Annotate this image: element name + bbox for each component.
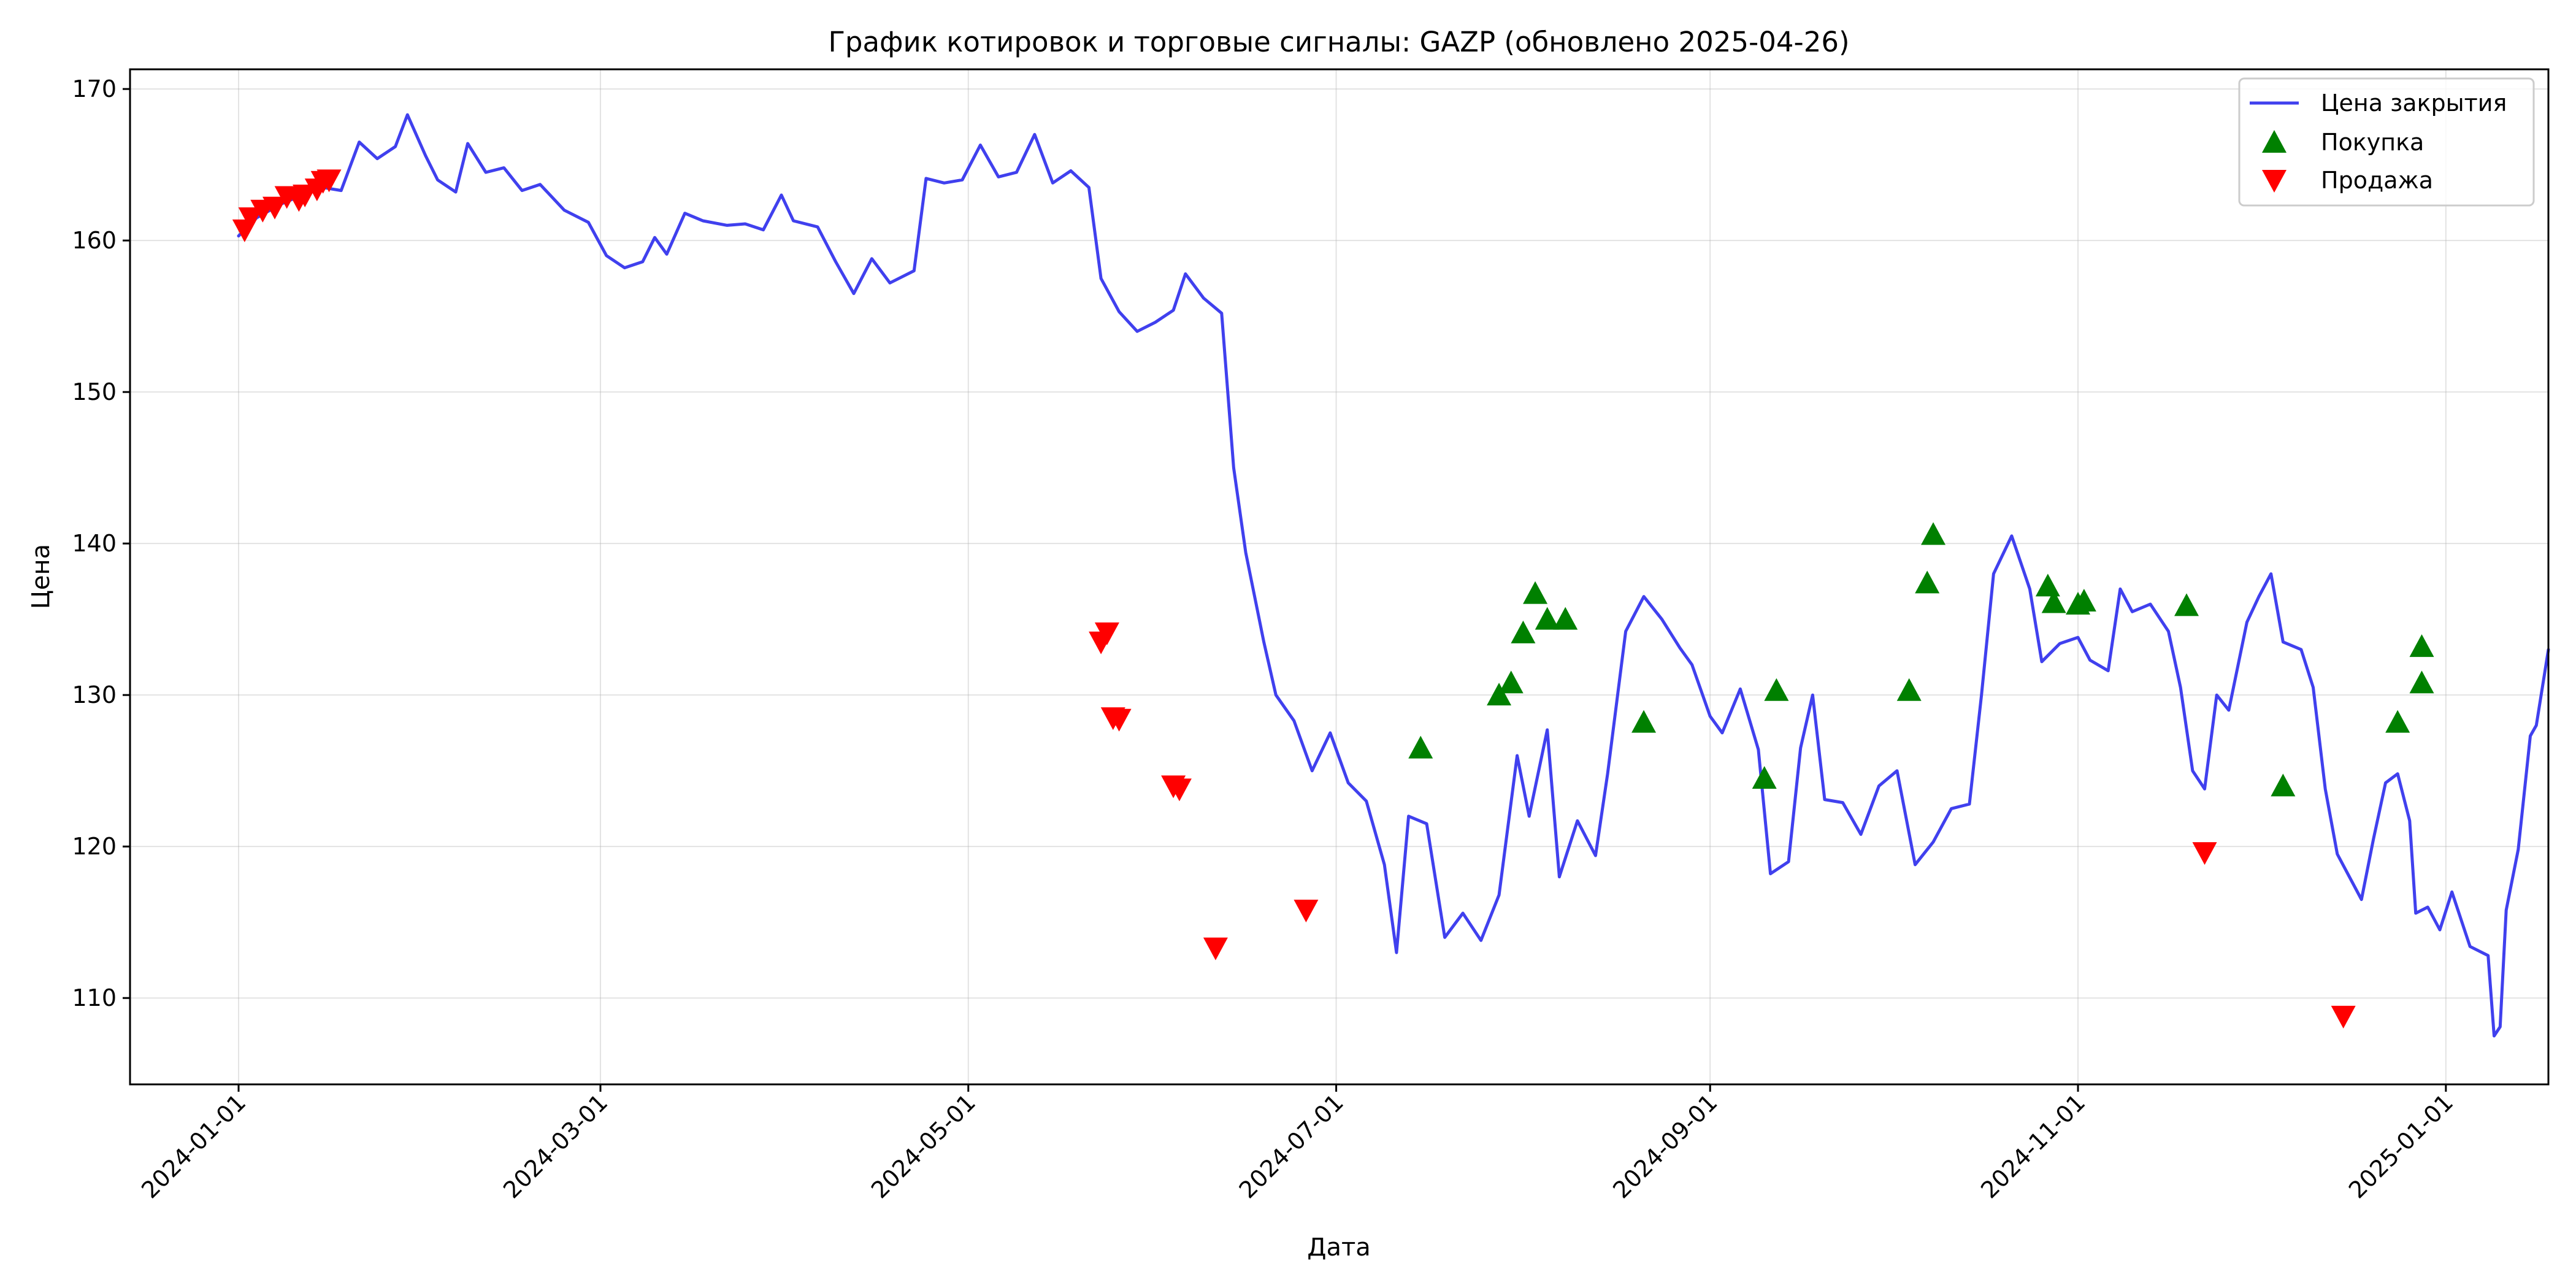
buy-signal-marker [1408, 735, 1433, 759]
y-tick-label: 170 [72, 75, 117, 102]
y-tick-label: 120 [72, 833, 117, 860]
y-tick-label: 150 [72, 378, 117, 405]
sell-signal-marker [2192, 842, 2217, 865]
legend-label: Продажа [2321, 167, 2433, 194]
y-tick-label: 160 [72, 227, 117, 254]
sell-signal-marker [1106, 708, 1132, 732]
chart-title: График котировок и торговые сигналы: GAZ… [828, 26, 1849, 58]
buy-signal-marker [1498, 670, 1524, 694]
buy-signal-marker [1921, 522, 1946, 545]
buy-signal-marker [1511, 620, 1536, 643]
axes-frame [129, 68, 2550, 1086]
sell-signal-marker [293, 185, 318, 208]
buy-signal-marker [1752, 766, 1777, 789]
y-tick-label: 140 [72, 530, 117, 557]
price-line [237, 113, 2550, 1038]
buy-signal-marker [1487, 683, 1512, 706]
sell-signal-marker [238, 207, 263, 231]
buy-signal-marker [2174, 593, 2199, 616]
sell-signal-marker [1203, 937, 1228, 960]
buy-signal-marker [1764, 678, 1789, 701]
y-tick-label: 110 [72, 984, 117, 1011]
buy-signal-marker [2409, 634, 2434, 657]
legend: Цена закрытия Покупка Продажа [2238, 77, 2535, 207]
buy-signal-marker [1535, 607, 1560, 630]
buy-signal-marker [2385, 710, 2410, 733]
buy-signal-marker [2041, 590, 2066, 613]
buy-signal-marker [2409, 670, 2434, 694]
buy-signal-marker [1523, 581, 1548, 604]
y-axis-label: Цена [27, 544, 55, 609]
plot-area [232, 113, 2550, 1038]
sell-signal-marker [1167, 778, 1192, 802]
legend-frame [2238, 77, 2535, 207]
buy-signal-marker [2071, 589, 2096, 612]
sell-signal-marker [316, 169, 342, 193]
sell-signal-marker [2331, 1005, 2356, 1029]
x-axis-label: Дата [1307, 1233, 1371, 1262]
sell-signal-marker [1094, 622, 1119, 645]
buy-signal-marker [2271, 773, 2296, 797]
sell-signal-marker [262, 196, 287, 220]
legend-sell-swatch [2262, 170, 2287, 193]
sell-signal-marker [1294, 899, 1319, 922]
buy-signal-marker [1631, 710, 1657, 733]
legend-label: Цена закрытия [2321, 90, 2507, 117]
y-tick-label: 130 [72, 681, 117, 708]
legend-buy-swatch [2262, 130, 2287, 153]
buy-signal-marker [1896, 678, 1922, 701]
buy-signal-marker [1915, 570, 1940, 594]
buy-signal-marker [1553, 607, 1578, 630]
legend-label: Покупка [2321, 129, 2424, 156]
